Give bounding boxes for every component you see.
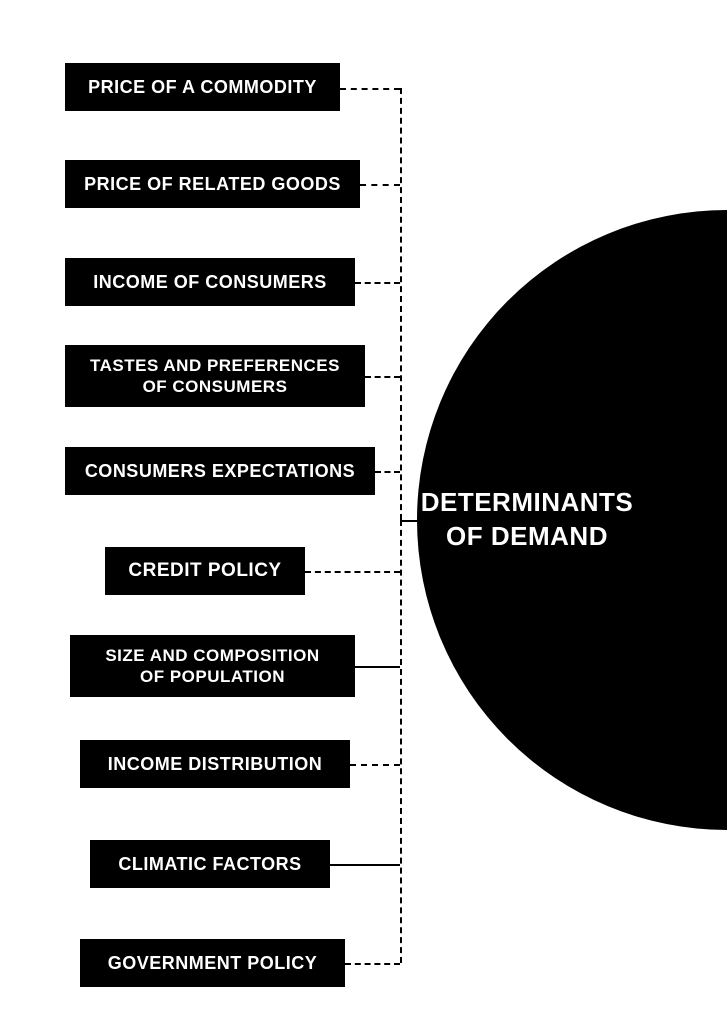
determinant-box: INCOME DISTRIBUTION: [80, 740, 350, 788]
determinant-label: PRICE OF A COMMODITY: [88, 76, 317, 99]
determinant-label: CREDIT POLICY: [128, 559, 281, 583]
connector-line: [340, 88, 400, 90]
connector-line: [365, 376, 400, 378]
determinant-box: INCOME OF CONSUMERS: [65, 258, 355, 306]
determinant-box: GOVERNMENT POLICY: [80, 939, 345, 987]
determinant-box: SIZE AND COMPOSITIONOF POPULATION: [70, 635, 355, 697]
determinant-label: PRICE OF RELATED GOODS: [84, 173, 341, 196]
determinant-box: PRICE OF RELATED GOODS: [65, 160, 360, 208]
connector-line: [345, 963, 400, 965]
determinant-box: CREDIT POLICY: [105, 547, 305, 595]
connector-line: [375, 471, 400, 473]
determinant-label: SIZE AND COMPOSITIONOF POPULATION: [105, 645, 319, 688]
connector-line: [330, 864, 400, 866]
hub-circle: DETERMINANTSOF DEMAND: [417, 210, 727, 830]
trunk-to-circle: [400, 520, 430, 522]
determinant-label: GOVERNMENT POLICY: [108, 952, 318, 975]
determinant-label: TASTES AND PREFERENCESOF CONSUMERS: [90, 355, 340, 398]
hub-title: DETERMINANTSOF DEMAND: [421, 486, 634, 554]
trunk-upper: [400, 88, 402, 520]
connector-line: [360, 184, 400, 186]
connector-line: [355, 282, 400, 284]
trunk-lower: [400, 520, 402, 963]
connector-line: [355, 666, 400, 668]
connector-line: [350, 764, 400, 766]
determinant-box: PRICE OF A COMMODITY: [65, 63, 340, 111]
determinant-label: CLIMATIC FACTORS: [118, 853, 301, 876]
determinant-label: INCOME OF CONSUMERS: [93, 271, 327, 294]
determinant-label: INCOME DISTRIBUTION: [108, 753, 323, 776]
connector-line: [305, 571, 400, 573]
determinant-box: CLIMATIC FACTORS: [90, 840, 330, 888]
determinant-label: CONSUMERS EXPECTATIONS: [85, 460, 355, 483]
determinant-box: CONSUMERS EXPECTATIONS: [65, 447, 375, 495]
determinant-box: TASTES AND PREFERENCESOF CONSUMERS: [65, 345, 365, 407]
